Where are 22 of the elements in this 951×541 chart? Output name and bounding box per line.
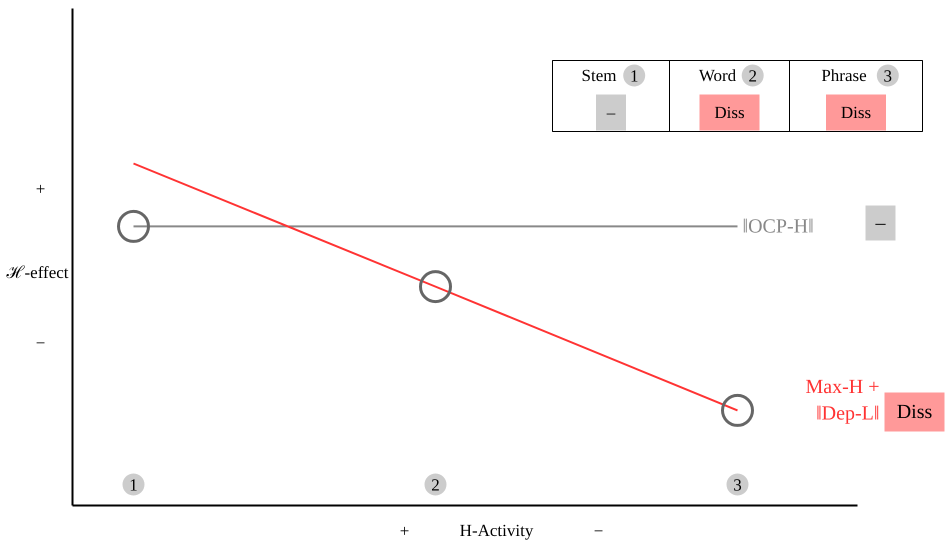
text: – xyxy=(606,103,616,122)
y-axis-title: ℋ-effect xyxy=(5,263,69,282)
text: Diss xyxy=(840,103,872,122)
x-tick-label: 2 xyxy=(431,476,440,494)
text: − xyxy=(36,334,46,352)
text: Stem xyxy=(582,66,616,85)
series-label: ‖OCP-H‖ xyxy=(742,215,814,238)
text: Word xyxy=(698,66,737,85)
text: Diss xyxy=(896,401,932,423)
category-label: 3 xyxy=(884,66,892,86)
text: Max-H + ‖Dep-L‖ xyxy=(805,376,880,425)
text: Diss xyxy=(714,103,745,122)
text: − xyxy=(594,522,604,540)
text: Phrase xyxy=(821,66,867,85)
text: – xyxy=(874,212,886,234)
text: + xyxy=(400,522,410,540)
x-axis-title: H-Activity xyxy=(460,521,534,540)
category-label: 1 xyxy=(630,66,638,86)
x-tick-label: 3 xyxy=(733,476,742,494)
text: + xyxy=(36,180,46,198)
x-tick-label: 1 xyxy=(129,476,138,494)
category-label: 2 xyxy=(748,66,757,86)
